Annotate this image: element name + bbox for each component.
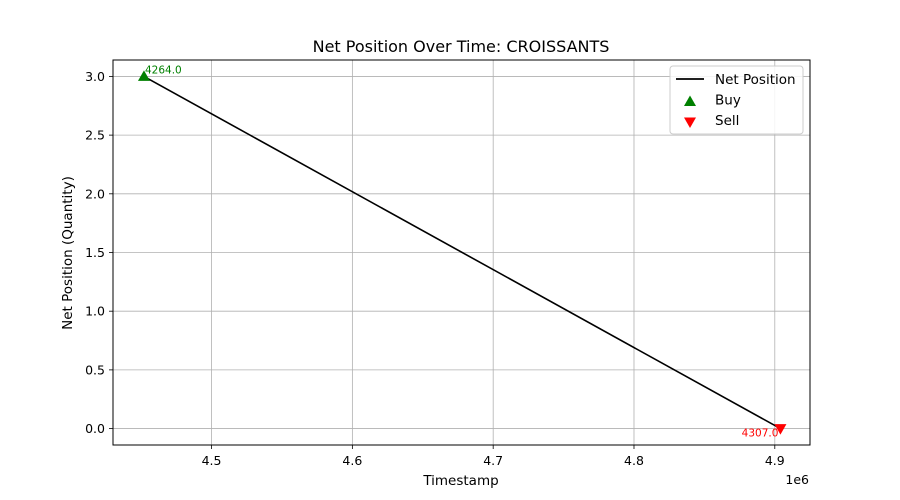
legend-label: Sell <box>715 113 739 129</box>
chart-title: Net Position Over Time: CROISSANTS <box>313 37 610 56</box>
x-axis-label: Timestamp <box>422 473 498 489</box>
y-tick-label: 0.0 <box>85 421 105 436</box>
sell-price-label: 4307.0 <box>742 428 779 440</box>
x-tick-label: 4.8 <box>624 453 644 468</box>
x-tick-label: 4.9 <box>765 453 785 468</box>
y-axis: 0.0 0.5 1.0 1.5 2.0 2.5 3.0 <box>85 69 113 436</box>
y-tick-label: 3.0 <box>85 69 105 84</box>
legend-marker-swatch <box>684 95 696 106</box>
y-tick-label: 2.0 <box>85 186 105 201</box>
x-axis: 4.5 4.6 4.7 4.8 4.9 <box>202 445 785 468</box>
legend-label: Net Position <box>715 72 796 88</box>
legend-marker-swatch <box>684 117 696 128</box>
y-tick-label: 1.0 <box>85 304 105 319</box>
y-tick-label: 2.5 <box>85 128 105 143</box>
series-line-net-position <box>143 75 781 430</box>
y-tick-label: 1.5 <box>85 245 105 260</box>
x-axis-offset-label: 1e6 <box>785 472 809 487</box>
legend-label: Buy <box>715 93 741 109</box>
legend-box <box>669 65 804 135</box>
sell-marker <box>774 424 787 435</box>
legend: Net Position Buy Sell <box>669 65 804 135</box>
y-tick-label: 0.5 <box>85 362 105 377</box>
y-axis-label: Net Position (Quantity) <box>60 176 76 330</box>
buy-marker <box>137 70 150 81</box>
buy-price-label: 4264.0 <box>145 64 182 76</box>
plot-area: 4264.0 4307.0 <box>137 64 787 440</box>
x-tick-label: 4.6 <box>342 453 362 468</box>
x-tick-label: 4.7 <box>483 453 503 468</box>
x-tick-label: 4.5 <box>202 453 222 468</box>
